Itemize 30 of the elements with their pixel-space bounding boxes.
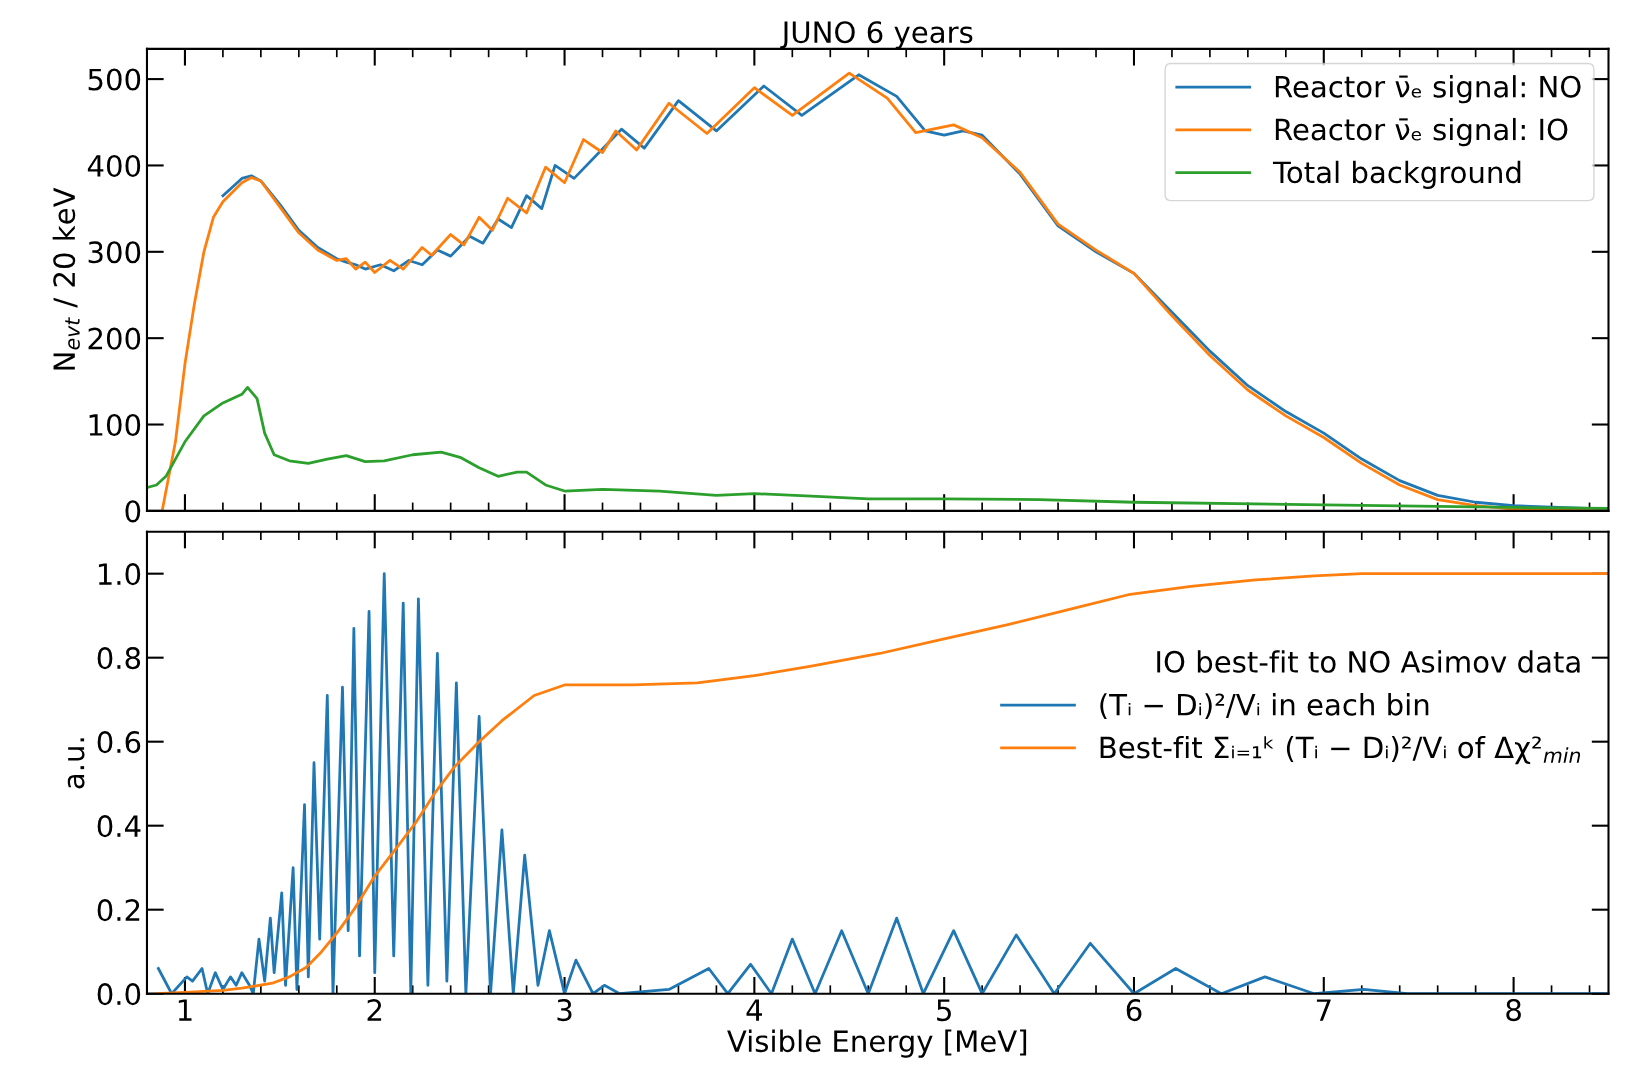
y-tick-label: 0.8: [97, 647, 141, 670]
legend-label: Reactor ν̄ₑ signal: IO: [1275, 117, 1568, 147]
y-tick-label: 0.0: [97, 983, 141, 1006]
x-tick-label: 3: [557, 999, 572, 1022]
y-axis-title: a.u.: [67, 738, 85, 789]
x-axis-title: Visible Energy [MeV]: [727, 1029, 1027, 1058]
x-tick-label: 6: [1126, 999, 1142, 1022]
y-tick-label: 300: [88, 241, 141, 264]
x-tick-label: 4: [746, 999, 762, 1021]
x-tick-label: 7: [1316, 999, 1331, 1021]
chart-title: JUNO 6 years: [780, 21, 973, 49]
y-tick-label: 100: [89, 413, 141, 437]
x-tick-label: 1: [178, 999, 192, 1021]
y-tick-label: 0.2: [97, 899, 140, 922]
x-tick-label: 5: [937, 999, 951, 1022]
y-tick-label: 1.0: [98, 563, 141, 586]
legend-label: Reactor ν̄ₑ signal: NO: [1275, 75, 1581, 104]
legend-label: (Tᵢ − Dᵢ)²/Vᵢ in each bin: [1100, 693, 1429, 720]
legend-title: IO best-fit to NO Asimov data: [1157, 650, 1580, 673]
y-axis-title: N$_{evt}$ / 20 keV: [52, 187, 80, 370]
legend-label: Best-fit Σᵢ₌₁ᵏ (Tᵢ − Dᵢ)²/Vᵢ of Δχ²$_{min}$: [1100, 735, 1581, 765]
y-tick-label: 200: [88, 327, 141, 350]
y-tick-label: 0.4: [97, 815, 141, 838]
y-tick-label: 0.6: [97, 731, 141, 754]
y-tick-label: 400: [87, 154, 141, 177]
x-tick-label: 8: [1506, 999, 1521, 1022]
y-tick-label: 0: [125, 500, 141, 523]
legend-label: Total background: [1272, 160, 1521, 189]
y-tick-label: 500: [88, 68, 141, 91]
x-tick-label: 2: [367, 999, 382, 1021]
